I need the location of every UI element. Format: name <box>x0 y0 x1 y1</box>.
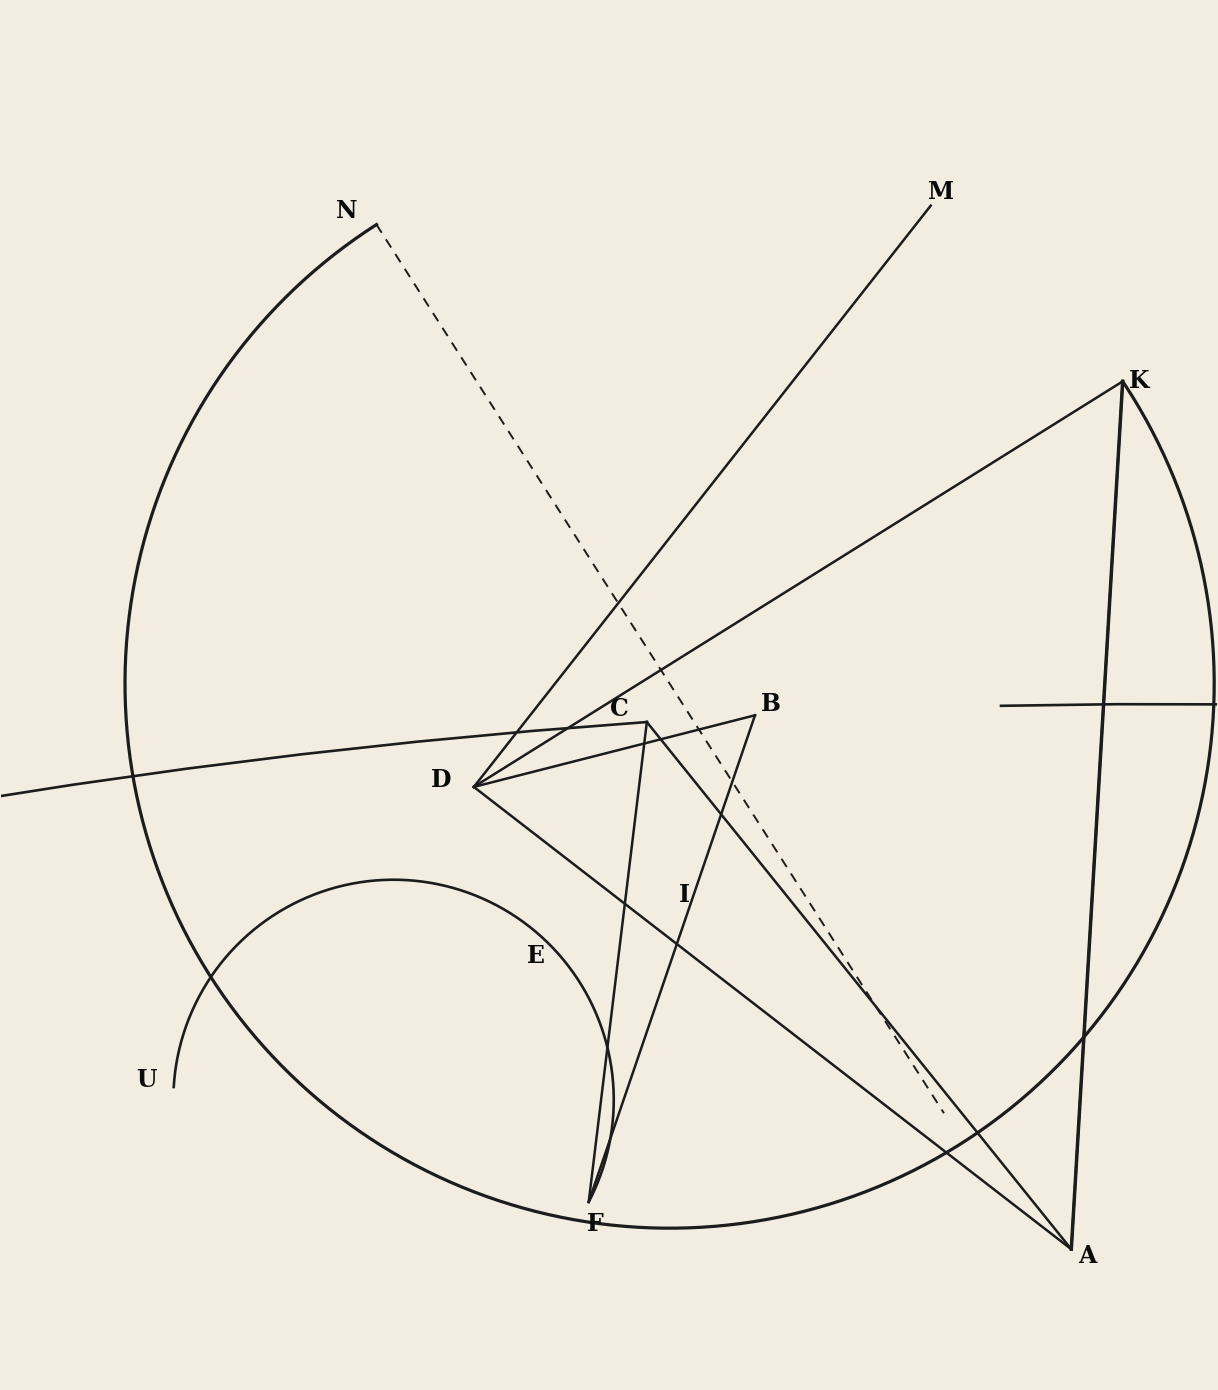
Text: C: C <box>610 696 630 720</box>
Text: D: D <box>431 769 452 792</box>
Text: E: E <box>527 944 544 967</box>
Text: U: U <box>136 1069 157 1093</box>
Text: I: I <box>680 883 691 908</box>
Text: B: B <box>761 692 781 716</box>
Text: K: K <box>1129 370 1149 393</box>
Text: F: F <box>587 1212 604 1236</box>
Text: A: A <box>1078 1244 1096 1268</box>
Text: N: N <box>336 199 358 222</box>
Text: M: M <box>928 181 955 204</box>
